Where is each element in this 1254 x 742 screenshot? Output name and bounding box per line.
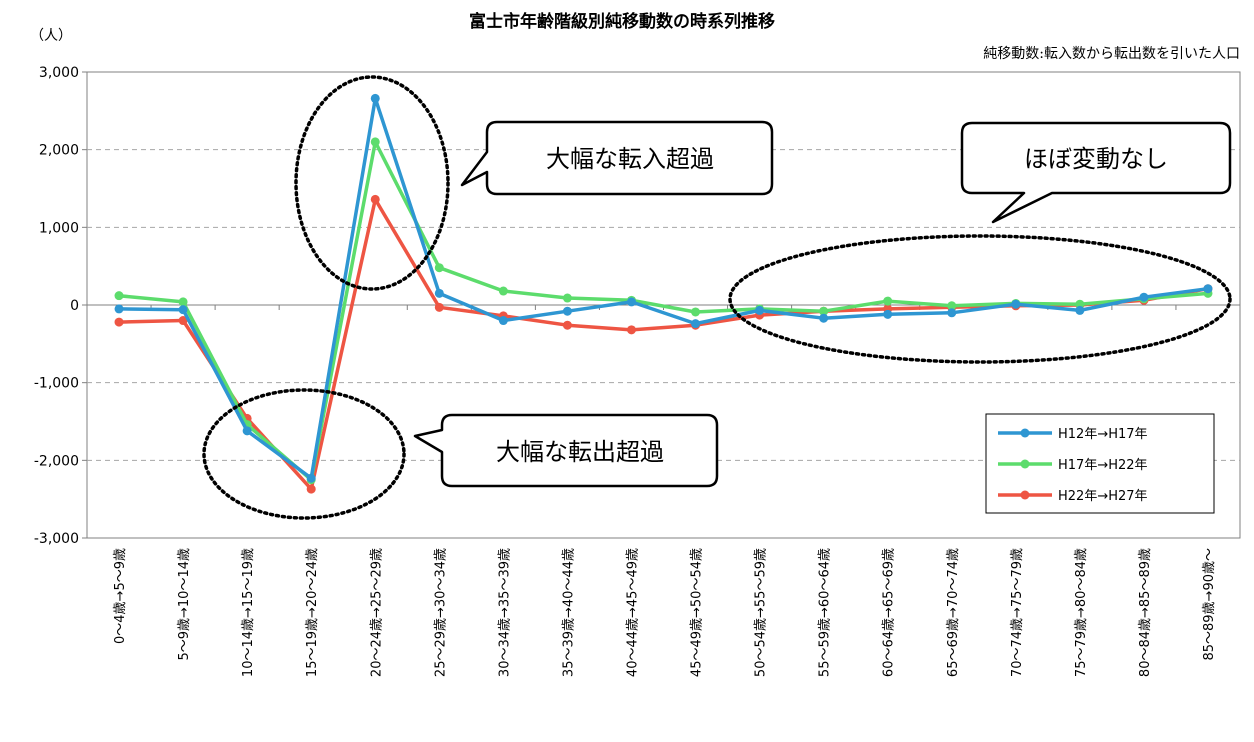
x-tick-label: 35～39歳→40～44歳: [561, 548, 576, 677]
x-tick-label: 50～54歳→55～59歳: [754, 548, 769, 677]
data-point: [883, 296, 893, 306]
x-tick-label: 55～59歳→60～64歳: [818, 548, 833, 677]
highlight-ellipse-outflow: [202, 388, 406, 520]
callout-stable: ほぼ変動なし: [960, 121, 1232, 224]
y-axis-label: （人）: [30, 28, 72, 44]
legend-label: H22年→H27年: [1058, 489, 1148, 504]
y-tick-label: -2,000: [34, 453, 79, 469]
y-tick-label: 1,000: [39, 220, 79, 236]
x-tick-label: 65～69歳→70～74歳: [946, 548, 961, 677]
callout-inflow: 大幅な転入超過: [460, 120, 774, 196]
data-point: [1203, 284, 1213, 294]
data-point: [691, 307, 701, 317]
data-point: [242, 426, 252, 436]
highlight-ellipse-stable: [728, 234, 1232, 364]
legend-swatch-marker: [1020, 490, 1030, 500]
y-tick-label: 0: [70, 298, 79, 314]
x-tick-label: 20～24歳→25～29歳: [369, 548, 384, 677]
data-point: [819, 306, 829, 316]
data-point: [626, 297, 636, 307]
data-point: [562, 293, 572, 303]
data-point: [178, 305, 188, 315]
data-point: [1139, 292, 1149, 302]
x-tick-label: 25～29歳→30～34歳: [433, 548, 448, 677]
data-point: [1011, 299, 1021, 309]
data-point: [178, 297, 188, 307]
callout-inflow-text: 大幅な転入超過: [546, 145, 714, 173]
data-point: [434, 263, 444, 273]
data-point: [562, 320, 572, 330]
x-tick-label: 80～84歳→85～89歳: [1138, 548, 1153, 677]
legend-label: H12年→H17年: [1058, 427, 1148, 442]
callout-outflow-text: 大幅な転出超過: [496, 438, 664, 466]
x-tick-label: 45～49歳→50～54歳: [690, 548, 705, 677]
chart-subtitle: 純移動数:転入数から転出数を引いた人口: [983, 46, 1240, 62]
data-point: [947, 301, 957, 311]
data-point: [1075, 299, 1085, 309]
y-tick-label: 3,000: [39, 65, 79, 81]
data-point: [306, 473, 316, 483]
x-tick-label: 0～4歳→5～9歳: [113, 548, 128, 644]
data-point: [370, 137, 380, 147]
data-point: [755, 305, 765, 315]
legend-label: H17年→H22年: [1058, 458, 1148, 473]
x-tick-label: 30～34歳→35～39歳: [497, 548, 512, 677]
data-point: [1075, 305, 1085, 315]
data-point: [114, 317, 124, 327]
data-point: [562, 306, 572, 316]
data-point: [370, 194, 380, 204]
x-tick-label: 75～79歳→80～84歳: [1074, 548, 1089, 677]
x-tick-label: 70～74歳→75～79歳: [1010, 548, 1025, 677]
x-tick-label: 40～44歳→45～49歳: [625, 548, 640, 677]
data-point: [947, 308, 957, 318]
legend: H12年→H17年 H17年→H22年 H22年→H27年: [985, 413, 1215, 514]
data-point: [306, 484, 316, 494]
data-point: [178, 316, 188, 326]
data-point: [691, 319, 701, 329]
y-tick-label: -3,000: [34, 531, 79, 547]
data-point: [370, 93, 380, 103]
data-point: [498, 316, 508, 326]
data-point: [114, 304, 124, 314]
legend-swatch-marker: [1020, 428, 1030, 438]
data-point: [626, 325, 636, 335]
legend-swatch-marker: [1020, 459, 1030, 469]
x-tick-label: 15～19歳→20～24歳: [305, 548, 320, 677]
data-point: [498, 286, 508, 296]
data-point: [434, 288, 444, 298]
callout-stable-text: ほぼ変動なし: [1024, 145, 1168, 173]
series-line: [118, 96, 1209, 480]
x-tick-label: 5～9歳→10～14歳: [177, 548, 192, 661]
data-point: [883, 309, 893, 319]
x-tick-labels: 0～4歳→5～9歳 5～9歳→10～14歳 10～14歳→15～19歳 15～19歳→…: [113, 548, 1217, 677]
data-point: [434, 302, 444, 312]
series-lines: [114, 93, 1213, 494]
y-tick-label: 2,000: [39, 143, 79, 159]
x-tick-label: 60～64歳→65～69歳: [882, 548, 897, 677]
y-tick-label: -1,000: [34, 376, 79, 392]
x-tick-label: 85～89歳→90歳～: [1202, 548, 1217, 661]
highlight-ellipse-inflow: [294, 75, 450, 291]
x-tick-label: 10～14歳→15～19歳: [241, 548, 256, 677]
data-point: [114, 291, 124, 301]
callout-outflow: 大幅な転出超過: [413, 413, 719, 488]
chart-title: 富士市年齢階級別純移動数の時系列推移: [469, 11, 775, 32]
data-point: [819, 313, 829, 323]
y-tick-labels: 3,000 2,000 1,000 0 -1,000 -2,000 -3,000: [34, 65, 79, 547]
